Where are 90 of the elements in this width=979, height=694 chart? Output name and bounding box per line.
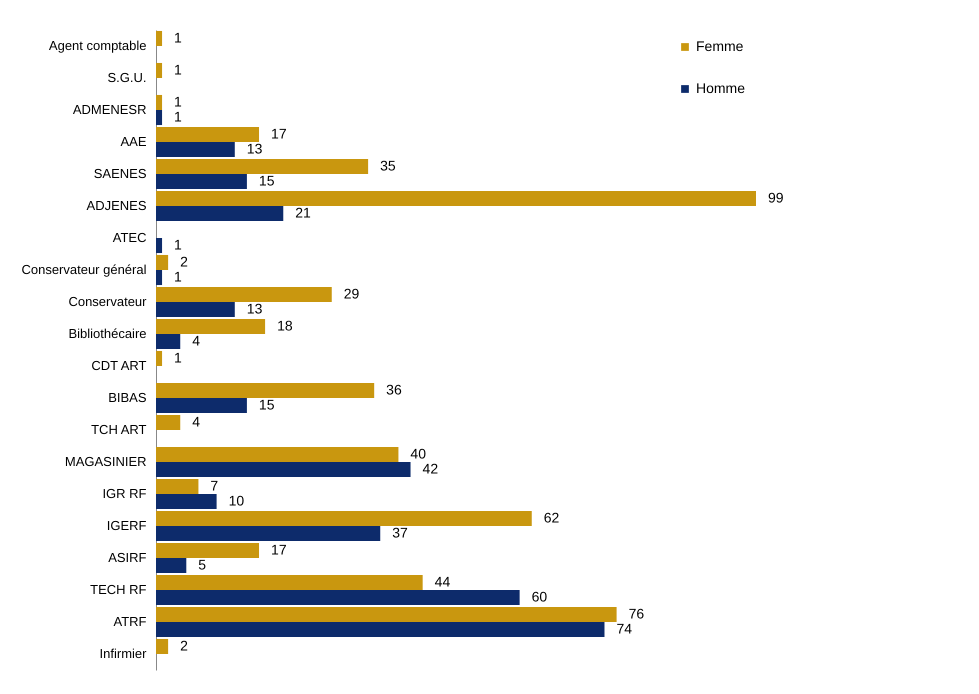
bar <box>156 558 186 574</box>
data-label: 5 <box>198 556 206 573</box>
y-tick-label: SAENES <box>94 166 147 181</box>
bar <box>156 206 284 222</box>
bar <box>156 110 162 126</box>
bar <box>156 382 374 398</box>
bar <box>156 174 247 190</box>
bar <box>156 622 604 638</box>
bar <box>156 510 532 526</box>
y-tick-label: TCH ART <box>91 422 147 437</box>
y-tick-label: Conservateur <box>68 294 148 309</box>
bar <box>156 302 235 318</box>
data-label: 1 <box>174 61 182 78</box>
legend-label: Femme <box>696 38 744 54</box>
y-tick-label: AAE <box>120 134 147 149</box>
bar <box>156 94 162 110</box>
data-label: 21 <box>295 204 312 221</box>
bar <box>156 30 162 46</box>
data-label: 76 <box>628 605 644 622</box>
y-tick-label: ADMENESR <box>72 102 146 117</box>
bar <box>156 574 423 590</box>
y-tick-label: Infirmier <box>100 646 148 661</box>
bar <box>156 478 198 494</box>
y-tick-label: S.G.U. <box>107 70 146 85</box>
data-label: 1 <box>174 268 182 285</box>
bar <box>156 590 520 606</box>
data-label: 15 <box>258 396 275 413</box>
data-label: 4 <box>192 332 200 349</box>
data-label: 17 <box>271 541 287 558</box>
data-label: 1 <box>174 93 182 110</box>
bar <box>156 62 162 78</box>
y-tick-label: ADJENES <box>86 198 147 213</box>
y-tick-label: IGR RF <box>102 486 147 501</box>
y-tick-label: ATRF <box>114 614 147 629</box>
bar <box>156 606 617 622</box>
data-label: 2 <box>180 253 188 270</box>
data-label: 1 <box>174 29 182 46</box>
y-tick-label: IGERF <box>106 518 147 533</box>
bar <box>156 190 756 206</box>
bar <box>156 126 260 142</box>
legend-label: Homme <box>696 80 746 96</box>
bar <box>156 270 162 286</box>
y-tick-label: Bibliothécaire <box>68 326 146 341</box>
bar <box>156 526 380 542</box>
data-label: 13 <box>246 300 263 317</box>
bar <box>156 446 398 462</box>
bar <box>156 286 332 302</box>
data-label: 7 <box>210 477 218 494</box>
bar <box>156 414 180 430</box>
y-tick-label: TECH RF <box>90 582 147 597</box>
data-label: 17 <box>271 125 287 142</box>
bar <box>156 462 411 478</box>
bar <box>156 398 247 414</box>
data-label: 1 <box>174 236 182 253</box>
data-label: 18 <box>277 317 293 334</box>
data-label: 36 <box>386 381 402 398</box>
bar <box>156 350 162 366</box>
data-label: 99 <box>768 189 784 206</box>
data-label: 4 <box>192 413 200 430</box>
data-label: 2 <box>180 637 188 654</box>
bar <box>156 158 368 174</box>
bar <box>156 638 168 654</box>
bar <box>156 254 168 270</box>
data-label: 10 <box>228 492 244 509</box>
data-label: 37 <box>392 524 408 541</box>
y-tick-label: ATEC <box>112 230 146 245</box>
data-label: 13 <box>246 140 263 157</box>
data-label: 35 <box>380 157 396 174</box>
y-tick-label: BIBAS <box>108 390 147 405</box>
y-tick-label: MAGASINIER <box>64 454 146 469</box>
bar <box>156 334 180 350</box>
bar <box>156 494 217 510</box>
bar <box>156 142 235 158</box>
data-label: 40 <box>410 445 426 462</box>
bar <box>156 238 162 254</box>
data-label: 60 <box>532 588 548 605</box>
data-label: 1 <box>174 349 182 366</box>
data-label: 44 <box>434 573 450 590</box>
data-label: 29 <box>344 285 360 302</box>
y-tick-label: CDT ART <box>91 358 147 373</box>
bar <box>156 542 260 558</box>
data-label: 74 <box>616 620 632 637</box>
data-label: 62 <box>544 509 560 526</box>
y-tick-label: Agent comptable <box>48 38 146 53</box>
data-label: 42 <box>422 460 438 477</box>
y-tick-label: Conservateur général <box>21 262 147 277</box>
data-label: 15 <box>258 172 275 189</box>
bar <box>156 318 266 334</box>
y-tick-label: ASIRF <box>108 550 147 565</box>
data-label: 1 <box>174 108 182 125</box>
